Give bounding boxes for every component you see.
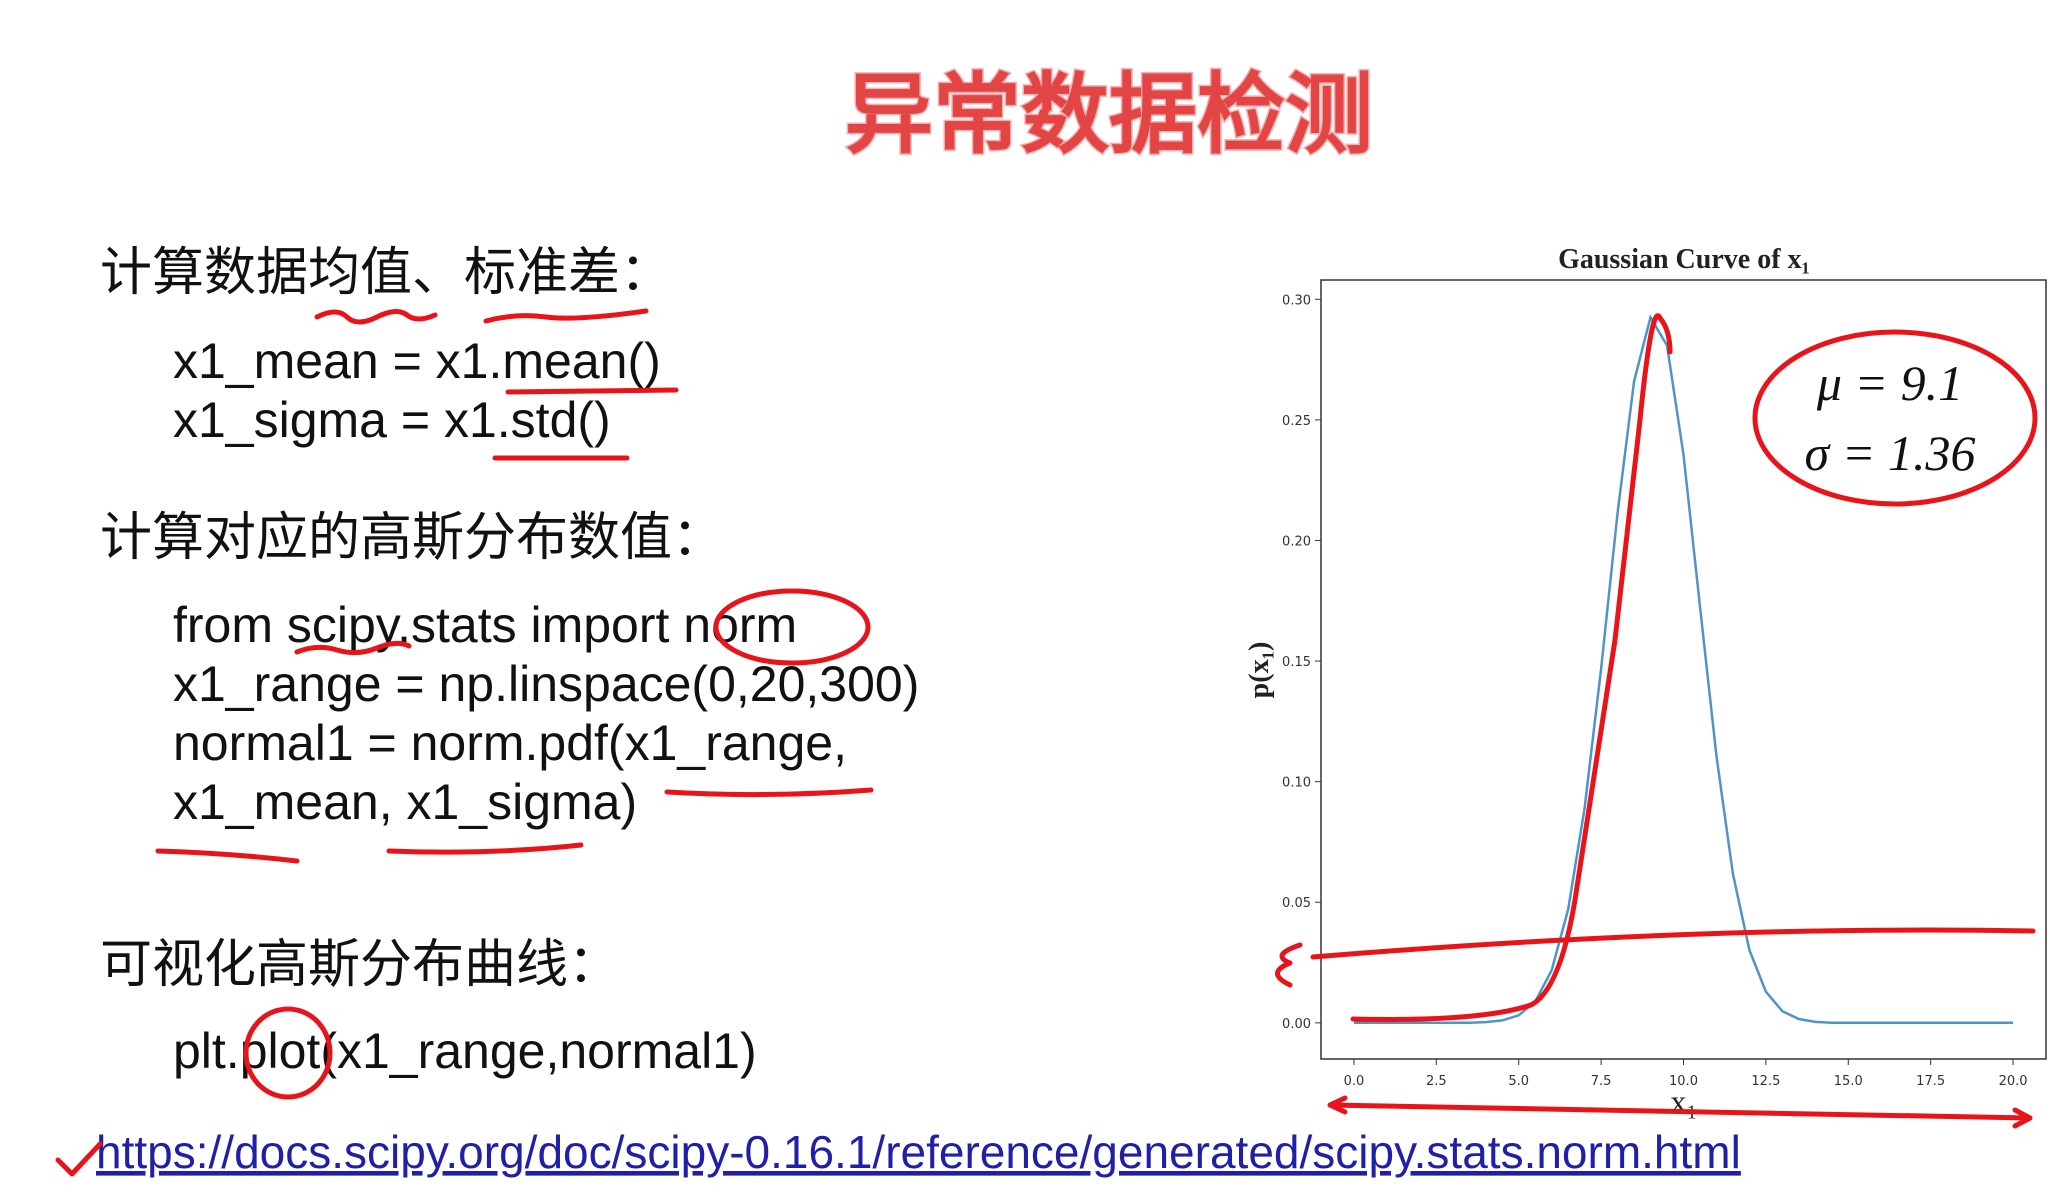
x-tick-label: 15.0	[1834, 1074, 1863, 1089]
ink-circle	[243, 1006, 333, 1100]
x-tick-label: 7.5	[1591, 1074, 1612, 1089]
ink-arrow	[1327, 1095, 2033, 1129]
y-tick-label: 0.05	[1282, 896, 1311, 911]
link-text[interactable]: https://docs.scipy.org/doc/scipy-0.16.1/…	[96, 1126, 1741, 1178]
code-line: from scipy.stats import norm	[173, 597, 797, 653]
chart-title: Gaussian Curve of x₁	[1558, 244, 1810, 275]
x-tick-label: 10.0	[1669, 1074, 1698, 1089]
y-tick-label: 0.00	[1282, 1017, 1311, 1032]
ink-underline	[314, 309, 438, 325]
ink-trace	[1350, 313, 1673, 1022]
x-tick-label: 2.5	[1426, 1074, 1447, 1089]
y-axis-label: p(x₁)	[1244, 642, 1275, 699]
code-line: x1_mean = x1.mean()	[173, 333, 661, 389]
ink-circle	[1752, 329, 2038, 507]
section-heading: 可视化高斯分布曲线：	[100, 935, 620, 995]
ink-circle	[713, 588, 871, 666]
ink-line	[1310, 927, 2036, 960]
y-tick-label: 0.25	[1282, 414, 1311, 429]
annotation: σ = 1.36	[1805, 425, 1976, 481]
code-line: normal1 = norm.pdf(x1_range,	[173, 715, 847, 771]
y-tick-label: 0.20	[1282, 534, 1311, 549]
y-tick-label: 0.10	[1282, 776, 1311, 791]
section-heading: 计算对应的高斯分布数值：	[100, 508, 724, 568]
doc-link[interactable]: https://docs.scipy.org/doc/scipy-0.16.1/…	[96, 1126, 1741, 1178]
handwriting	[55, 308, 2038, 1177]
x-tick-label: 5.0	[1508, 1074, 1529, 1089]
ink-underline	[294, 640, 412, 656]
ink-check	[55, 1141, 103, 1177]
y-tick-label: 0.15	[1282, 655, 1311, 670]
code-line: x1_sigma = x1.std()	[173, 392, 611, 448]
slide-title: 异常数据检测	[845, 63, 1373, 166]
code-line: x1_mean, x1_sigma)	[173, 774, 637, 830]
ink-underline	[155, 848, 300, 864]
ink-epsilon	[1275, 942, 1303, 988]
ink-underline	[483, 308, 649, 324]
x-tick-label: 12.5	[1751, 1074, 1780, 1089]
code-line: plt.plot(x1_range,normal1)	[173, 1023, 757, 1079]
ink-underline	[386, 842, 584, 855]
x-tick-label: 20.0	[1999, 1074, 2028, 1089]
x-tick-label: 0.0	[1344, 1074, 1365, 1089]
annotation: μ = 9.1	[1816, 355, 1963, 411]
ink-underline	[664, 787, 874, 798]
y-tick-label: 0.30	[1282, 293, 1311, 308]
x-tick-label: 17.5	[1916, 1074, 1945, 1089]
line	[1354, 314, 2013, 1025]
section-heading: 计算数据均值、标准差：	[100, 243, 672, 303]
ink-underline	[505, 387, 679, 395]
